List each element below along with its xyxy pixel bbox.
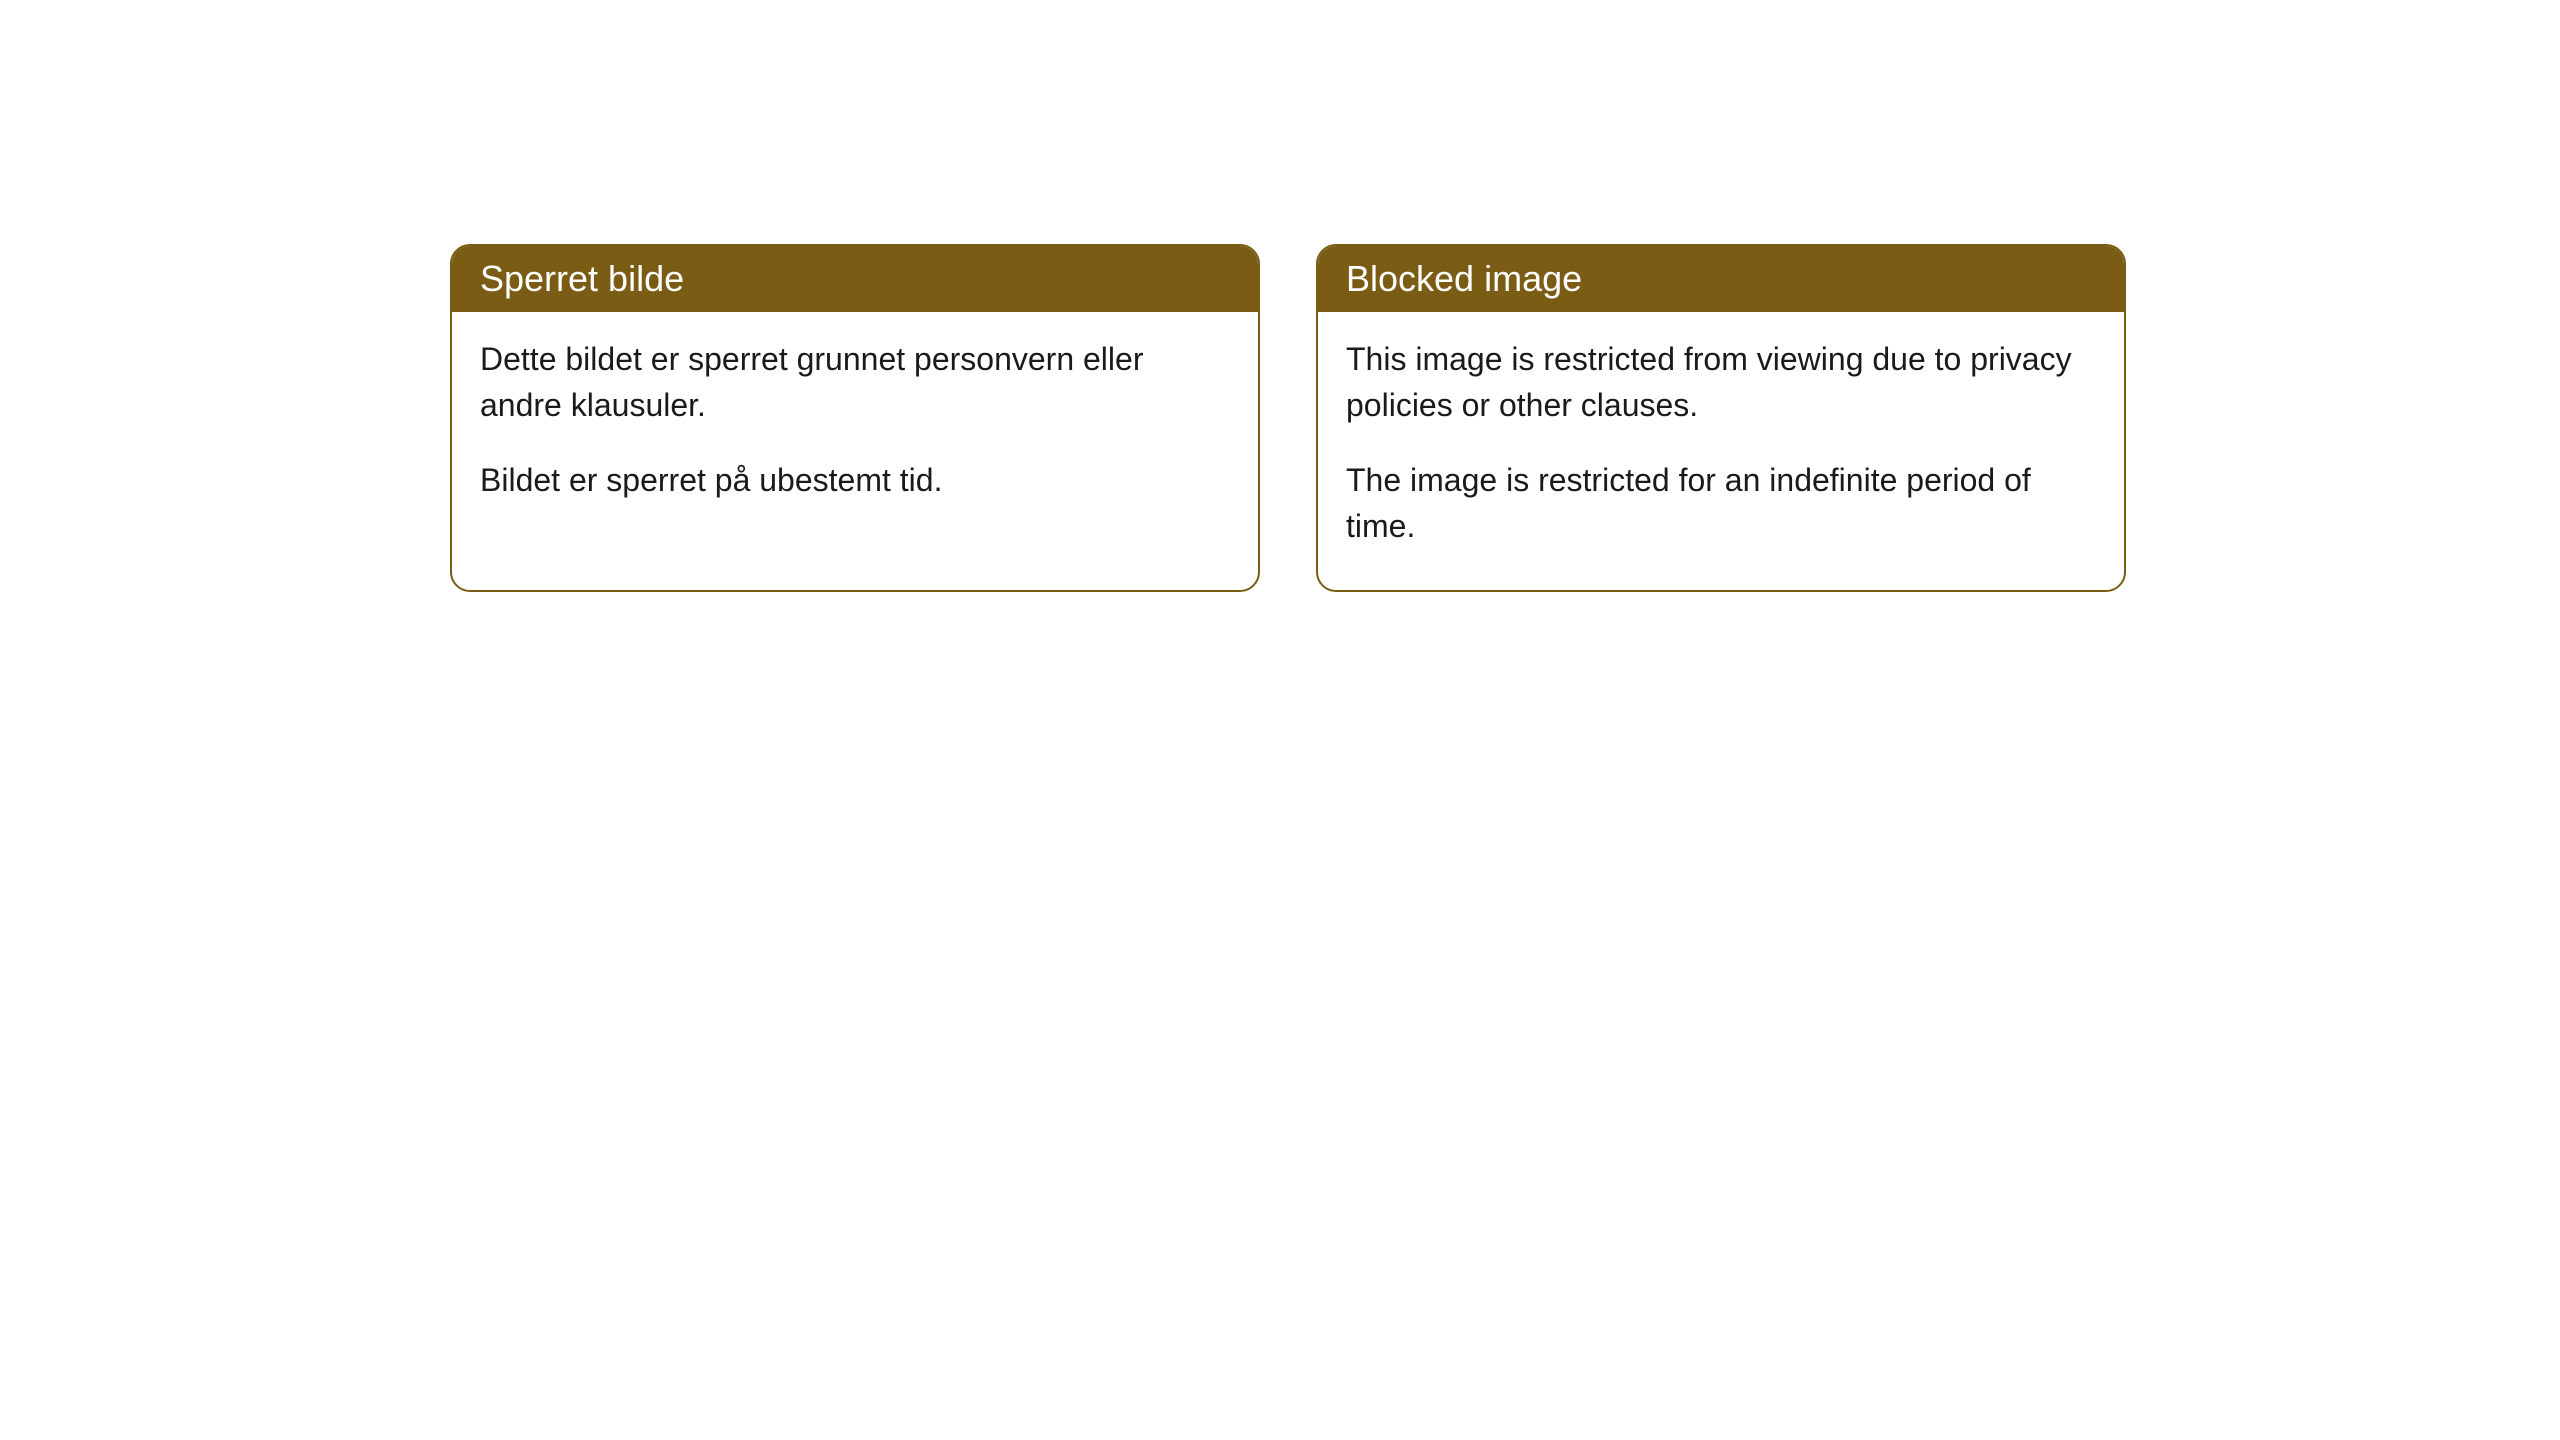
card-header-norwegian: Sperret bilde: [452, 246, 1258, 312]
card-norwegian: Sperret bilde Dette bildet er sperret gr…: [450, 244, 1260, 592]
card-paragraph-1-norwegian: Dette bildet er sperret grunnet personve…: [480, 336, 1230, 429]
card-title-english: Blocked image: [1346, 258, 1582, 299]
cards-container: Sperret bilde Dette bildet er sperret gr…: [450, 244, 2126, 592]
card-english: Blocked image This image is restricted f…: [1316, 244, 2126, 592]
card-title-norwegian: Sperret bilde: [480, 258, 684, 299]
card-body-norwegian: Dette bildet er sperret grunnet personve…: [452, 312, 1258, 543]
card-header-english: Blocked image: [1318, 246, 2124, 312]
card-paragraph-1-english: This image is restricted from viewing du…: [1346, 336, 2096, 429]
card-body-english: This image is restricted from viewing du…: [1318, 312, 2124, 590]
card-paragraph-2-english: The image is restricted for an indefinit…: [1346, 457, 2096, 550]
card-paragraph-2-norwegian: Bildet er sperret på ubestemt tid.: [480, 457, 1230, 503]
